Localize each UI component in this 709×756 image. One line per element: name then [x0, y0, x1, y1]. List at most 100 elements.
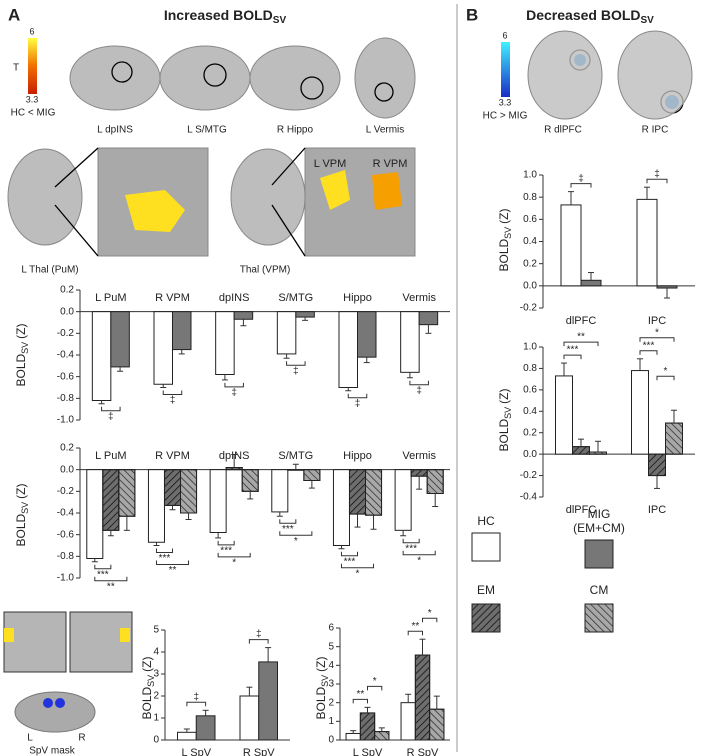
colorbar [501, 42, 510, 97]
bar [239, 695, 260, 741]
significance-label: *** [643, 340, 655, 351]
significance-label: ‡ [170, 395, 176, 406]
bar [357, 311, 377, 358]
significance-label: ‡ [416, 385, 422, 396]
spv-mask-images [3, 611, 133, 733]
x-tick-label: dlPFC [566, 504, 597, 516]
y-label-sub: SV [320, 675, 330, 687]
x-tick-label: Vermis [402, 450, 436, 462]
bar [332, 469, 350, 546]
y-label-sub: SV [503, 407, 513, 419]
y-tick-label: 0.2 [523, 427, 537, 438]
significance-label: ‡ [293, 366, 299, 377]
brain-label: R dlPFC [544, 125, 582, 136]
colorbar-max: 6 [29, 26, 34, 36]
y-tick-label: 0.0 [60, 306, 74, 317]
colorbar-max: 6 [502, 30, 507, 40]
y-tick-label: 0.0 [523, 280, 537, 291]
significance-label: ‡ [654, 169, 660, 180]
y-tick-label: -0.4 [57, 350, 75, 361]
bar [172, 311, 192, 351]
colorbar-min: 3.3 [499, 97, 512, 107]
bar [258, 661, 278, 741]
significance-label: * [356, 568, 360, 579]
bar-hatch [589, 451, 607, 455]
bar-hatch [241, 469, 259, 492]
y-tick-label: -0.6 [57, 529, 75, 540]
y-tick-label: 5 [153, 625, 159, 636]
y-tick-label: 0.0 [60, 464, 74, 475]
significance-bracket [217, 552, 251, 558]
y-label-part: (Z) [314, 656, 328, 671]
mask-label: R [78, 733, 85, 744]
significance-bracket [217, 540, 235, 546]
bar [400, 702, 416, 741]
y-axis-label: BOLDSV (Z) [497, 208, 513, 271]
bar-hatch [118, 469, 136, 517]
y-label-sub: SV [146, 675, 156, 687]
legend-note: (EM+CM) [573, 521, 625, 535]
bar-hatch [102, 469, 120, 531]
colorbar-min: 3.3 [26, 94, 39, 104]
x-tick-label: dpINS [219, 292, 250, 304]
significance-bracket [101, 406, 121, 412]
bar-hatch [572, 446, 590, 455]
inset-label: R VPM [373, 158, 408, 170]
significance-label: *** [220, 546, 232, 557]
x-tick-label: L SpV [353, 747, 383, 756]
y-label-sub: SV [503, 227, 513, 239]
y-tick-label: -0.8 [57, 551, 75, 562]
brain-label: L Thal (PuM) [21, 265, 78, 276]
bar [338, 311, 358, 388]
significance-label: * [417, 555, 421, 566]
significance-bracket [407, 630, 423, 636]
bar-hatch [365, 469, 383, 516]
brain-images [527, 30, 693, 120]
y-tick-label: 3 [328, 679, 334, 690]
brain-label: R IPC [642, 125, 669, 136]
brain-label: L dpINS [97, 125, 133, 136]
significance-bracket [286, 361, 306, 366]
significance-bracket [367, 685, 383, 691]
y-label-part: (Z) [14, 323, 28, 338]
y-label-part: BOLD [14, 514, 28, 547]
bar [215, 311, 235, 375]
legend-hatch [584, 603, 614, 633]
bar-hatch [648, 453, 666, 477]
significance-label: * [232, 558, 236, 569]
bar-hatch [359, 712, 376, 741]
y-tick-label: 5 [328, 641, 334, 652]
bar [195, 715, 216, 741]
x-tick-label: Hippo [343, 292, 372, 304]
bar [233, 311, 254, 320]
significance-label: *** [159, 553, 171, 564]
bar-hatch [429, 708, 445, 741]
y-tick-label: 3 [153, 669, 159, 680]
y-label-part: (Z) [140, 656, 154, 671]
significance-bracket [340, 551, 358, 557]
y-label-part: (Z) [14, 483, 28, 498]
y-label-part: BOLD [497, 239, 511, 272]
significance-label: *** [97, 569, 109, 580]
significance-label: * [373, 676, 377, 687]
x-tick-label: L SpV [181, 747, 211, 756]
bar [636, 198, 658, 287]
y-tick-label: 6 [328, 623, 334, 634]
y-tick-label: -0.4 [57, 508, 75, 519]
contrast-label: HC < MIG [11, 108, 56, 119]
legend-label: MIG [588, 507, 611, 521]
x-tick-label: R VPM [155, 450, 190, 462]
significance-label: ** [107, 581, 115, 592]
y-tick-label: 0.6 [523, 384, 537, 395]
x-tick-label: Hippo [343, 450, 372, 462]
significance-label: ‡ [231, 388, 237, 399]
legend-swatch [584, 539, 614, 569]
bar [177, 731, 197, 741]
y-axis-label: BOLDSV (Z) [14, 323, 30, 386]
bar-hatch [426, 469, 444, 494]
brain-label: R Hippo [277, 125, 314, 136]
y-tick-label: -0.2 [520, 303, 538, 314]
y-label-part: BOLD [14, 354, 28, 387]
inset-label: L VPM [314, 158, 347, 170]
